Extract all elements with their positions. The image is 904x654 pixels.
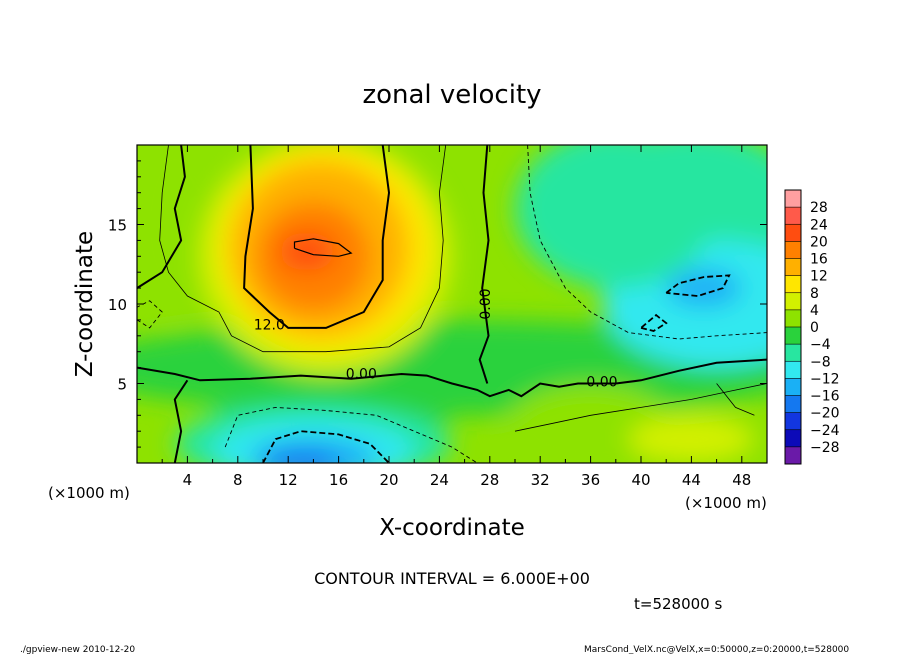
- contour-6-small: [716, 383, 755, 416]
- colorbar-label: −4: [810, 337, 831, 353]
- x-axis-ticks: 4 8 12 16 20 24 28 32 36 40 44 48: [161, 145, 751, 489]
- colorbar-swatch: [785, 412, 801, 431]
- contour-neg6-left: [137, 300, 163, 329]
- colorbar-label: 8: [810, 286, 819, 302]
- contour-zero-left: [137, 145, 186, 289]
- x-axis-label: X-coordinate: [379, 515, 525, 541]
- chart-title: zonal velocity: [362, 80, 541, 110]
- x-tick-label: 12: [279, 471, 298, 489]
- colorbar-swatch: [785, 275, 801, 294]
- field-right-min: [666, 269, 742, 308]
- y-axis-ticks: 5 10 15: [108, 160, 767, 448]
- time-text: t=528000 s: [634, 595, 722, 613]
- colorbar-label: −16: [810, 389, 840, 405]
- contour-zero-main: [137, 358, 767, 398]
- x-tick-label: 20: [379, 471, 398, 489]
- y-axis-label: Z-coordinate: [72, 231, 98, 377]
- colorbar-swatch: [785, 224, 801, 242]
- x-tick-label: 28: [480, 471, 499, 489]
- footer-left: ./gpview-new 2010-12-20: [20, 645, 135, 654]
- x-tick-label: 24: [430, 471, 449, 489]
- contour-neg12-bottom: [262, 430, 390, 463]
- colorbar-label: 28: [810, 200, 828, 216]
- contour-label: 0.00: [586, 375, 617, 391]
- colorbar-swatch: [785, 190, 801, 208]
- x-unit-label-left: (×1000 m): [48, 484, 130, 502]
- x-unit-label-right: (×1000 m): [685, 494, 767, 512]
- x-tick-label: 8: [233, 471, 243, 489]
- colorbar-label: −12: [810, 371, 840, 387]
- y-tick-label: 5: [117, 376, 127, 394]
- contour-neg12-small: [640, 313, 668, 332]
- y-tick-label: 10: [108, 296, 127, 314]
- colorbar-swatch: [785, 361, 801, 379]
- field-right-top: [515, 145, 717, 289]
- contour-neg6-bottom: [224, 406, 478, 463]
- colorbar-swatch: [785, 309, 801, 328]
- colorbar-swatch: [785, 446, 801, 465]
- contour-6: [159, 145, 447, 353]
- colorbar-swatch: [785, 207, 801, 225]
- x-tick-label: 36: [581, 471, 600, 489]
- contour-6-right: [514, 383, 767, 432]
- colorbar-swatch: [785, 429, 801, 448]
- colorbar-label: 0: [810, 320, 819, 336]
- contour-label: 12.0: [254, 317, 285, 333]
- colorbar-swatch: [785, 395, 801, 413]
- x-tick-label: 32: [531, 471, 550, 489]
- contour-label: 0.00: [478, 288, 494, 319]
- contour-interval-text: CONTOUR INTERVAL = 6.000E+00: [314, 569, 590, 588]
- contour-18: [293, 238, 353, 257]
- colorbar-label: 12: [810, 269, 828, 285]
- contour-label: 0.00: [346, 367, 377, 383]
- contour-12: [243, 145, 391, 329]
- velocity-field: [137, 145, 767, 463]
- x-tick-label: 4: [183, 471, 193, 489]
- contour-zero-vertical: [478, 145, 490, 384]
- footer-right: MarsCond_VelX.nc@VelX,x=0:50000,z=0:2000…: [584, 645, 849, 654]
- x-tick-label: 48: [732, 471, 751, 489]
- colorbar-swatch: [785, 258, 801, 276]
- colorbar-label: −8: [810, 354, 831, 370]
- x-tick-label: 44: [682, 471, 701, 489]
- field-bottom-deep: [263, 450, 339, 463]
- x-tick-label: 40: [631, 471, 650, 489]
- contour-neg6-right: [527, 145, 767, 340]
- field-jet-max: [279, 232, 335, 271]
- colorbar-swatch: [785, 378, 801, 396]
- x-tick-label: 16: [329, 471, 348, 489]
- colorbar-label: 20: [810, 234, 828, 250]
- colorbar-label: −24: [810, 423, 840, 439]
- colorbar-label: −20: [810, 406, 840, 422]
- contour-neg12-right: [665, 274, 731, 297]
- colorbar-label: 24: [810, 217, 828, 233]
- field-right-bottom: [628, 415, 755, 463]
- contour-lines: [137, 145, 767, 463]
- y-tick-label: 15: [108, 217, 127, 235]
- colorbar-swatch: [785, 327, 801, 345]
- colorbar-swatch: [785, 241, 801, 259]
- colorbar-swatch: [785, 344, 801, 362]
- colorbar-label: 4: [810, 303, 819, 319]
- contour-labels: 12.0 0.00 0.00 0.00: [254, 288, 618, 390]
- plot-area: 12.0 0.00 0.00 0.00: [137, 145, 767, 463]
- colorbar-swatch: [785, 292, 801, 311]
- contour-zero-lowleft: [173, 379, 189, 463]
- colorbar-label: −28: [810, 440, 840, 456]
- colorbar-label: 16: [810, 252, 828, 268]
